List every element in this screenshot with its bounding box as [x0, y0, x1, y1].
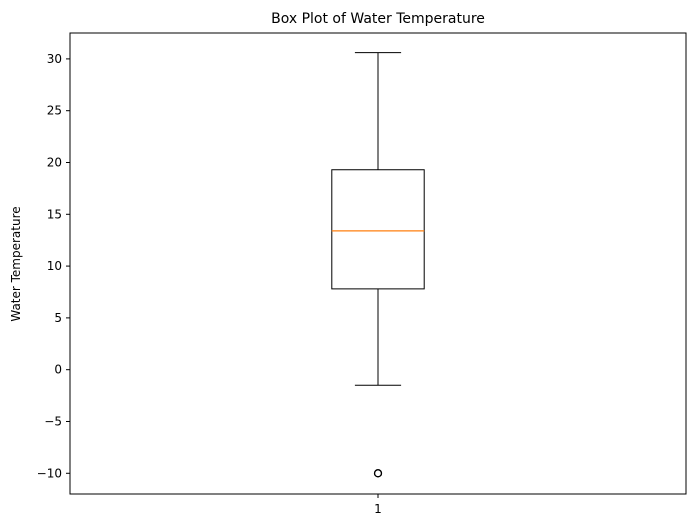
y-axis-label: Water Temperature [9, 206, 23, 321]
plot-frame [69, 32, 687, 495]
x-axis-ticks: 1 [374, 494, 382, 516]
iqr-box [331, 169, 425, 290]
y-tick-label: −5 [44, 414, 62, 428]
box-group [331, 52, 425, 478]
outlier-point [373, 469, 383, 478]
y-tick-label: 5 [54, 311, 62, 325]
y-axis-ticks: −10 −5 0 5 10 15 20 25 30 [37, 52, 70, 480]
y-tick-label: 0 [54, 363, 62, 377]
y-tick-label: −10 [37, 466, 62, 480]
y-tick-label: 30 [47, 52, 62, 66]
y-tick-label: 15 [47, 207, 62, 221]
y-tick-label: 10 [47, 259, 62, 273]
y-tick-label: 20 [47, 155, 62, 169]
x-tick-label: 1 [374, 502, 382, 516]
chart-title: Box Plot of Water Temperature [271, 11, 485, 27]
y-tick-label: 25 [47, 104, 62, 118]
